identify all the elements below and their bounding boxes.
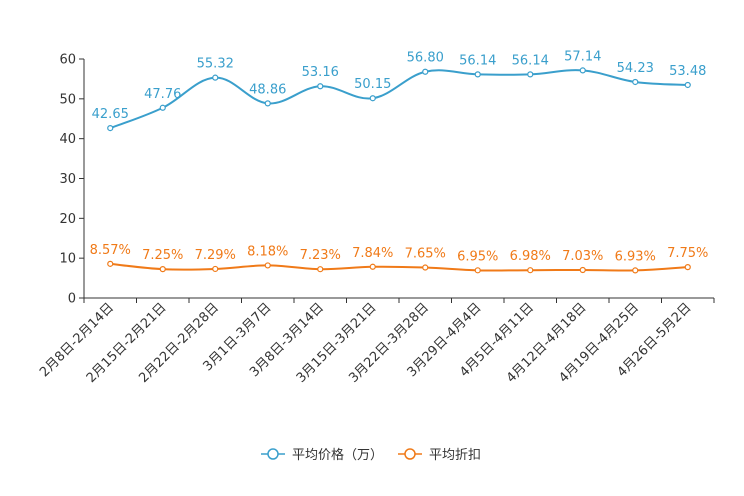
data-label: 50.15 xyxy=(354,77,391,92)
legend-marker-price-icon xyxy=(261,447,285,460)
data-point xyxy=(369,263,376,270)
data-point xyxy=(422,68,429,75)
data-point xyxy=(632,267,639,274)
y-tick-label: 30 xyxy=(59,172,76,187)
y-tick-label: 20 xyxy=(59,212,76,227)
data-label: 7.25% xyxy=(142,248,183,263)
data-label: 56.14 xyxy=(459,53,496,68)
data-point xyxy=(317,266,324,273)
y-tick-label: 40 xyxy=(59,132,76,147)
series-line-0 xyxy=(109,69,688,130)
y-tick-label: 0 xyxy=(68,292,76,307)
data-label: 7.84% xyxy=(352,246,393,261)
data-label: 47.76 xyxy=(144,87,181,102)
data-point xyxy=(212,265,219,273)
data-point xyxy=(264,262,271,269)
data-point xyxy=(212,74,219,81)
data-point xyxy=(422,264,429,271)
data-point xyxy=(632,78,639,86)
data-label: 56.14 xyxy=(512,53,549,68)
data-label: 56.80 xyxy=(407,51,444,66)
data-label: 48.86 xyxy=(249,82,286,97)
data-label: 54.23 xyxy=(617,61,654,76)
data-label: 7.65% xyxy=(405,247,446,262)
legend-item-discount[interactable]: 平均折扣 xyxy=(397,444,481,463)
data-label: 42.65 xyxy=(92,107,129,122)
data-label: 6.93% xyxy=(615,249,656,264)
data-label: 8.18% xyxy=(247,244,288,259)
data-point xyxy=(159,266,166,273)
data-point xyxy=(474,71,481,78)
data-point xyxy=(107,260,114,267)
data-point xyxy=(527,71,534,78)
y-tick-label: 60 xyxy=(59,53,76,68)
data-point xyxy=(264,100,271,107)
data-label: 7.75% xyxy=(667,246,708,261)
legend-label-price: 平均价格（万） xyxy=(292,448,384,463)
data-label: 57.14 xyxy=(564,49,601,64)
data-point xyxy=(474,267,481,274)
data-label: 6.98% xyxy=(510,249,551,264)
data-label: 6.95% xyxy=(457,249,498,264)
data-label: 7.23% xyxy=(300,248,341,263)
data-point xyxy=(579,266,586,274)
data-point xyxy=(684,264,691,271)
chart-legend: 平均价格（万） 平均折扣 xyxy=(0,444,744,466)
data-point xyxy=(159,104,166,111)
data-label: 8.57% xyxy=(90,243,131,258)
legend-label-discount: 平均折扣 xyxy=(429,448,482,463)
data-point xyxy=(579,67,586,74)
data-label: 55.32 xyxy=(197,57,234,72)
data-point xyxy=(369,95,376,102)
data-point xyxy=(684,81,691,89)
y-tick-label: 10 xyxy=(59,252,76,267)
data-point xyxy=(527,267,534,274)
legend-item-price[interactable]: 平均价格（万） xyxy=(260,444,383,463)
series-line-1 xyxy=(110,262,688,272)
data-label: 53.16 xyxy=(302,65,339,80)
data-label: 53.48 xyxy=(669,64,706,79)
data-label: 7.29% xyxy=(195,248,236,263)
data-point xyxy=(317,83,324,90)
y-tick-label: 50 xyxy=(59,92,76,107)
legend-marker-discount-icon xyxy=(398,447,422,460)
data-point xyxy=(107,125,114,132)
data-label: 7.03% xyxy=(562,249,603,264)
